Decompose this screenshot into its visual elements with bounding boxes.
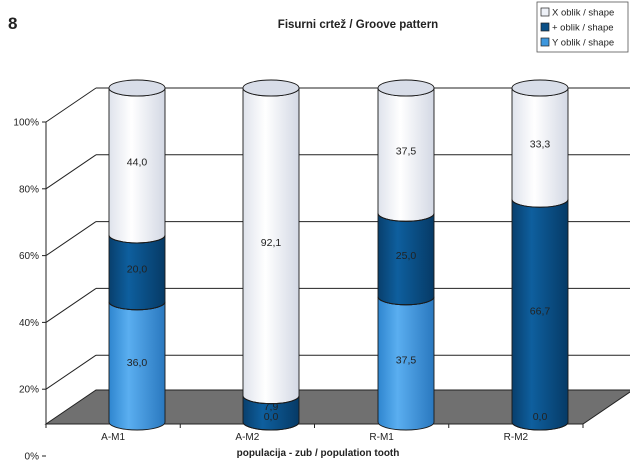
segment-seam bbox=[108, 301, 166, 311]
y-tick-label: 100% bbox=[13, 118, 39, 129]
segment-seam bbox=[511, 199, 569, 208]
segment-seam bbox=[242, 421, 300, 431]
data-label: 0,0 bbox=[533, 411, 548, 423]
segment-seam bbox=[108, 234, 166, 244]
gridline-diagonal bbox=[45, 354, 97, 390]
data-label: 25,0 bbox=[396, 250, 417, 262]
bars: 36,020,044,00,07,992,137,525,037,50,066,… bbox=[108, 79, 569, 431]
y-axis-ticks: 0% 20% 40% 60% 80% 100% bbox=[13, 118, 46, 460]
segment-seam bbox=[377, 213, 435, 222]
data-label: 92,1 bbox=[261, 237, 282, 249]
y-tick-label: 60% bbox=[19, 251, 39, 262]
segment-seam bbox=[511, 421, 569, 431]
data-label: 20,0 bbox=[127, 263, 148, 275]
legend-label: X oblik / shape bbox=[552, 8, 614, 19]
gridline-diagonal bbox=[45, 221, 97, 257]
data-label: 0,0 bbox=[264, 411, 279, 423]
x-tick-label: R-M2 bbox=[504, 432, 529, 443]
legend-swatch bbox=[540, 22, 550, 32]
legend-swatch bbox=[540, 37, 550, 47]
data-label: 37,5 bbox=[396, 146, 417, 158]
figure-number: 8 bbox=[8, 14, 17, 33]
bar-top-cap bbox=[242, 79, 300, 97]
gridline-diagonal bbox=[45, 87, 97, 123]
bar-a-m2: 0,07,9 92,1 bbox=[242, 79, 300, 431]
data-label: 44,0 bbox=[127, 156, 148, 168]
legend-item-oblik-shape: + oblik / shape bbox=[540, 22, 614, 34]
x-axis-ticks: A-M1 A-M2 R-M1 R-M2 bbox=[45, 424, 584, 443]
legend-label: + oblik / shape bbox=[552, 23, 614, 34]
x-tick-label: R-M1 bbox=[369, 432, 394, 443]
y-tick-label: 20% bbox=[19, 385, 39, 396]
gridline-diagonal bbox=[45, 287, 97, 323]
data-label: 37,5 bbox=[396, 354, 417, 366]
x-axis-label: populacija - zub / population tooth bbox=[237, 448, 400, 459]
legend: X oblik / shape + oblik / shape Y oblik / … bbox=[536, 1, 629, 53]
legend-box bbox=[536, 1, 629, 53]
data-label: 33,3 bbox=[530, 139, 551, 151]
y-tick-label: 0% bbox=[25, 452, 40, 460]
bar-r-m2: 0,0 66,7 33,3 bbox=[511, 79, 569, 431]
legend-item-x-oblik-shape: X oblik / shape bbox=[540, 7, 614, 19]
legend-item-y-oblik-shape: Y oblik / shape bbox=[540, 37, 614, 49]
bar-top-cap bbox=[108, 79, 166, 97]
chart-title: Fisurni crtež / Groove pattern bbox=[278, 19, 438, 31]
data-label: 7,9 bbox=[264, 401, 279, 413]
data-label: 36,0 bbox=[127, 357, 148, 369]
gridline-diagonal bbox=[45, 154, 97, 190]
legend-label: Y oblik / shape bbox=[552, 38, 614, 49]
y-tick-label: 80% bbox=[19, 184, 39, 195]
data-label: 66,7 bbox=[530, 306, 551, 318]
bar-r-m1: 37,5 25,0 37,5 bbox=[377, 79, 435, 431]
bar-a-m1: 36,0 20,0 44,0 bbox=[108, 79, 166, 431]
segment-seam bbox=[377, 296, 435, 306]
bar-top-cap bbox=[511, 79, 569, 97]
x-tick-label: A-M2 bbox=[235, 432, 259, 443]
x-tick-label: A-M1 bbox=[101, 432, 125, 443]
segment-seam bbox=[242, 395, 300, 405]
bar-top-cap bbox=[377, 79, 435, 97]
y-tick-label: 40% bbox=[19, 318, 39, 329]
legend-swatch bbox=[540, 7, 550, 17]
